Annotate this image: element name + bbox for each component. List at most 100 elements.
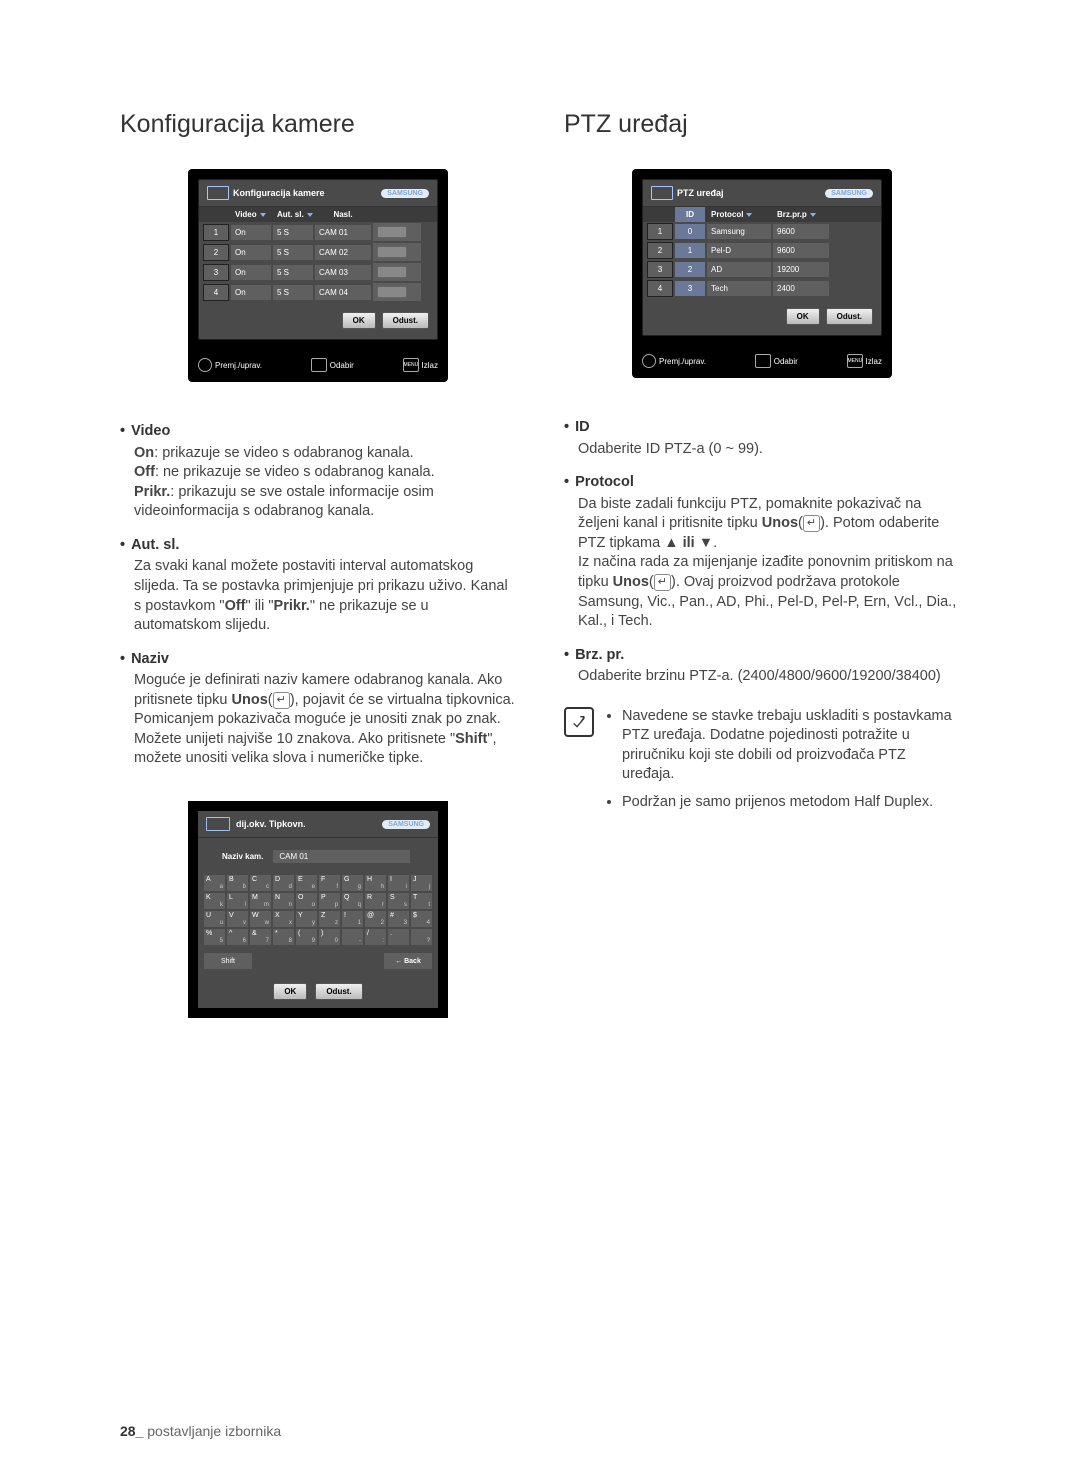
kb-key[interactable]: $4 [411, 911, 432, 927]
kb-key[interactable]: Kk [204, 893, 225, 909]
cell-id[interactable]: 3 [675, 281, 705, 296]
kb-ok-button[interactable]: OK [273, 983, 307, 1000]
table-row[interactable]: 4On5 SCAM 04 [199, 282, 437, 302]
cell-kb-icon[interactable] [373, 223, 421, 241]
kb-key[interactable]: #3 [388, 911, 409, 927]
cell-spacer [831, 286, 851, 292]
kb-key[interactable]: Ee [296, 875, 317, 891]
kb-shift[interactable]: Shift [204, 953, 252, 969]
table-row[interactable]: 3On5 SCAM 03 [199, 262, 437, 282]
cell-kb-icon[interactable] [373, 243, 421, 261]
kb-label: Naziv kam. [222, 852, 263, 861]
kb-key[interactable]: %5 [204, 929, 225, 945]
kb-key[interactable]: @2 [365, 911, 386, 927]
cell-nasl[interactable]: CAM 04 [315, 285, 371, 300]
kb-key[interactable]: Pp [319, 893, 340, 909]
kb-key[interactable]: ? [411, 929, 432, 945]
video-off-text: : ne prikazuje se video s odabranog kana… [155, 464, 435, 480]
cell-protocol[interactable]: AD [707, 262, 771, 277]
channel-badge: 2 [647, 242, 673, 259]
kb-key[interactable]: Xx [273, 911, 294, 927]
kb-key[interactable]: ^6 [227, 929, 248, 945]
kb-key[interactable]: Yy [296, 911, 317, 927]
cell-baud[interactable]: 2400 [773, 281, 829, 296]
cell-kb-icon[interactable] [373, 283, 421, 301]
kb-key[interactable]: - [342, 929, 363, 945]
kb-key[interactable]: *8 [273, 929, 294, 945]
kb-key[interactable]: Bb [227, 875, 248, 891]
channel-badge: 1 [203, 224, 229, 241]
cell-protocol[interactable]: Tech [707, 281, 771, 296]
cell-nasl[interactable]: CAM 03 [315, 265, 371, 280]
cell-baud[interactable]: 19200 [773, 262, 829, 277]
kb-field[interactable]: CAM 01 [273, 850, 410, 863]
nav-icon [198, 358, 212, 372]
ok-button[interactable]: OK [342, 312, 376, 329]
kb-key[interactable]: Ww [250, 911, 271, 927]
kb-key[interactable]: Zz [319, 911, 340, 927]
cancel-button[interactable]: Odust. [826, 308, 873, 325]
kb-key[interactable]: Mm [250, 893, 271, 909]
osd-title-icon [207, 186, 229, 200]
col-nasl: Nasl. [315, 207, 371, 222]
kb-key[interactable]: )0 [319, 929, 340, 945]
kb-key[interactable]: Hh [365, 875, 386, 891]
kb-key[interactable]: Dd [273, 875, 294, 891]
video-off-label: Off [134, 464, 155, 480]
kb-key[interactable]: Cc [250, 875, 271, 891]
kb-key[interactable]: Gg [342, 875, 363, 891]
cell-video[interactable]: On [231, 225, 271, 240]
kb-key[interactable]: &7 [250, 929, 271, 945]
cell-autosl[interactable]: 5 S [273, 225, 313, 240]
cell-spacer [831, 267, 851, 273]
kb-key[interactable]: Qq [342, 893, 363, 909]
kb-key[interactable]: Oo [296, 893, 317, 909]
cell-autosl[interactable]: 5 S [273, 245, 313, 260]
kb-key[interactable]: Nn [273, 893, 294, 909]
kb-key[interactable]: !1 [342, 911, 363, 927]
cell-kb-icon[interactable] [373, 263, 421, 281]
cell-protocol[interactable]: Pel-D [707, 243, 771, 258]
cell-video[interactable]: On [231, 265, 271, 280]
kb-key[interactable]: Rr [365, 893, 386, 909]
kb-key[interactable]: /: [365, 929, 386, 945]
cell-id[interactable]: 1 [675, 243, 705, 258]
note-icon [564, 707, 594, 737]
video-on-text: : prikazuje se video s odabranog kanala. [154, 445, 414, 461]
kb-key[interactable]: Jj [411, 875, 432, 891]
cell-nasl[interactable]: CAM 02 [315, 245, 371, 260]
kb-key[interactable]: Uu [204, 911, 225, 927]
cancel-button[interactable]: Odust. [382, 312, 429, 329]
table-row[interactable]: 21Pel-D9600 [643, 241, 881, 260]
kb-key[interactable]: (9 [296, 929, 317, 945]
cell-baud[interactable]: 9600 [773, 224, 829, 239]
kb-cancel-button[interactable]: Odust. [315, 983, 362, 1000]
kb-back[interactable]: ← Back [384, 953, 432, 969]
ok-button[interactable]: OK [786, 308, 820, 325]
kb-key[interactable]: Tt [411, 893, 432, 909]
osd-ptz-title: PTZ uređaj [677, 188, 825, 198]
table-row[interactable]: 43Tech2400 [643, 279, 881, 298]
table-row[interactable]: 1On5 SCAM 01 [199, 222, 437, 242]
kb-key[interactable]: Aa [204, 875, 225, 891]
cell-video[interactable]: On [231, 285, 271, 300]
kb-key[interactable]: Ss [388, 893, 409, 909]
cell-video[interactable]: On [231, 245, 271, 260]
triangle-down-icon [699, 535, 713, 551]
cell-autosl[interactable]: 5 S [273, 265, 313, 280]
cell-protocol[interactable]: Samsung [707, 224, 771, 239]
cell-baud[interactable]: 9600 [773, 243, 829, 258]
table-row[interactable]: 2On5 SCAM 02 [199, 242, 437, 262]
cell-nasl[interactable]: CAM 01 [315, 225, 371, 240]
kb-key[interactable]: . [388, 929, 409, 945]
cell-autosl[interactable]: 5 S [273, 285, 313, 300]
table-row[interactable]: 32AD19200 [643, 260, 881, 279]
kb-key[interactable]: Vv [227, 911, 248, 927]
table-row[interactable]: 10Samsung9600 [643, 222, 881, 241]
autsl-off: Off [225, 598, 246, 614]
cell-id[interactable]: 2 [675, 262, 705, 277]
kb-key[interactable]: Ll [227, 893, 248, 909]
kb-key[interactable]: Ff [319, 875, 340, 891]
kb-key[interactable]: Ii [388, 875, 409, 891]
cell-id[interactable]: 0 [675, 224, 705, 239]
